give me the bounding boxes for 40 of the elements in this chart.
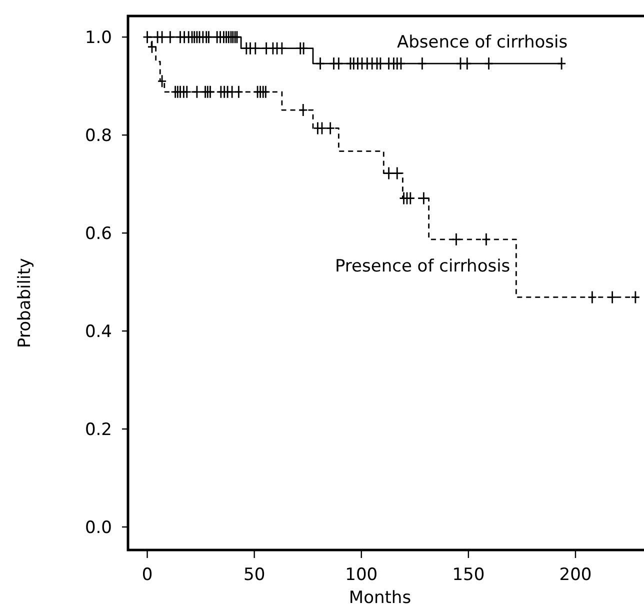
point <box>157 74 167 88</box>
y-tick-label: 0.0 <box>84 518 112 538</box>
point <box>396 56 406 70</box>
series-label: Absence of cirrhosis <box>396 32 568 53</box>
point <box>277 42 287 56</box>
y-tick-label: 0.4 <box>84 322 112 342</box>
point <box>608 290 618 304</box>
point <box>376 56 386 70</box>
x-tick-label: 0 <box>142 565 153 585</box>
y-tick-label: 0.2 <box>84 420 112 440</box>
point <box>234 85 244 99</box>
point <box>456 56 466 70</box>
point <box>317 121 327 135</box>
point <box>147 40 157 54</box>
point <box>298 103 308 117</box>
point <box>556 56 566 70</box>
y-axis-title: Probability <box>15 258 35 348</box>
series-label: Presence of cirrhosis <box>334 256 510 276</box>
point <box>192 85 202 99</box>
point <box>157 30 167 44</box>
point <box>227 85 237 99</box>
point <box>417 56 427 70</box>
point <box>630 290 640 304</box>
x-tick-label: 200 <box>559 565 592 585</box>
point <box>250 42 260 56</box>
point <box>462 56 472 70</box>
x-tick-label: 150 <box>452 565 485 585</box>
point <box>326 121 336 135</box>
point <box>334 56 344 70</box>
point <box>165 30 175 44</box>
point <box>587 290 597 304</box>
y-tick-label: 1.0 <box>84 28 112 48</box>
x-tick-label: 100 <box>345 565 378 585</box>
y-tick-label: 0.8 <box>84 126 112 146</box>
point <box>260 85 270 99</box>
x-axis-title: Months <box>348 588 412 608</box>
point <box>182 85 192 99</box>
x-tick-label: 50 <box>244 565 266 585</box>
y-tick-label: 0.6 <box>84 224 112 244</box>
point <box>262 42 272 56</box>
